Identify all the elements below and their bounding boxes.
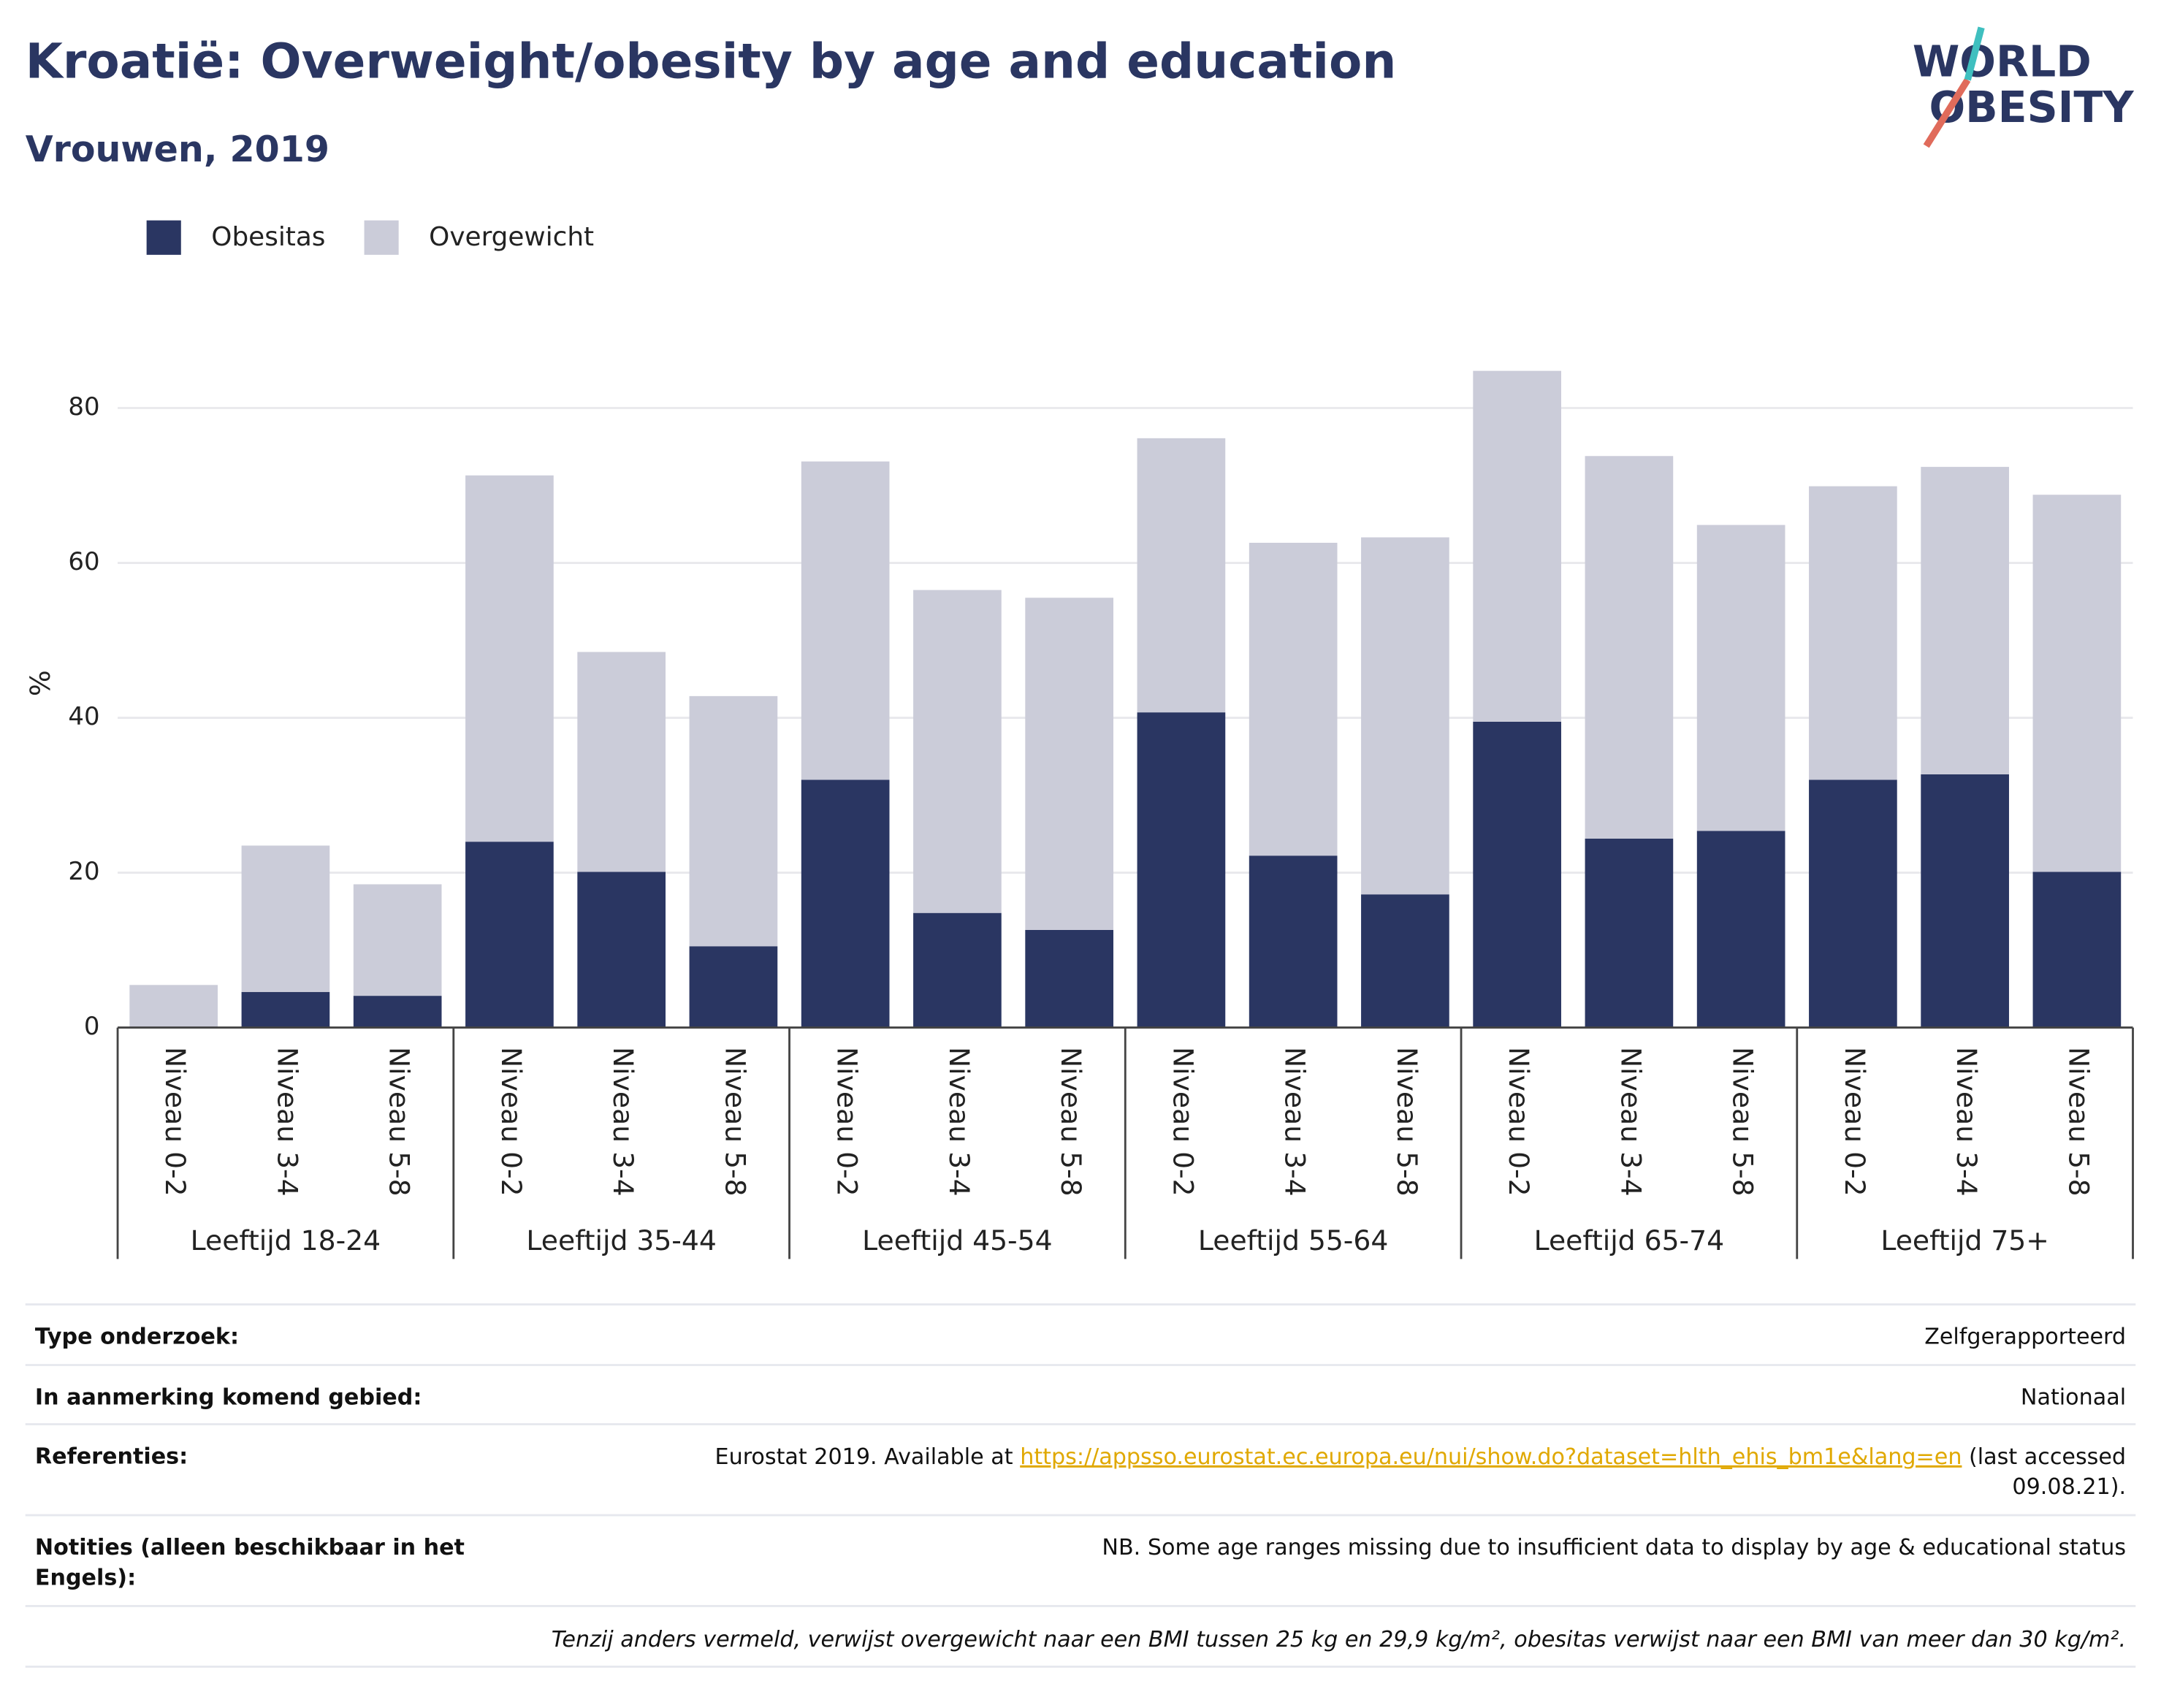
bar-segment <box>689 946 778 1028</box>
group-label: Leeftijd 18-24 <box>191 1224 381 1257</box>
y-tick-label: 60 <box>68 548 99 576</box>
y-tick-label: 20 <box>68 858 99 886</box>
x-tick-label: Niveau 5-8 <box>2062 1047 2095 1197</box>
bar-segment <box>2032 495 2122 872</box>
bar-segment <box>577 872 666 1028</box>
x-tick-label: Niveau 3-4 <box>607 1047 639 1197</box>
bar-segment <box>1473 370 1561 722</box>
logo-text: WORLD <box>1913 37 2092 87</box>
bar-segment <box>1473 721 1561 1028</box>
x-tick-label: Niveau 3-4 <box>1615 1047 1647 1197</box>
bar-segment <box>353 884 442 996</box>
row-label: Referenties: <box>35 1444 188 1469</box>
y-tick-label: 0 <box>84 1013 100 1041</box>
y-tick-label: 40 <box>68 703 99 731</box>
bar-segment <box>1696 831 1785 1028</box>
x-tick-label: Niveau 0-2 <box>1167 1047 1199 1197</box>
group-label: Leeftijd 65-74 <box>1534 1224 1724 1257</box>
bar-segment <box>801 461 890 780</box>
x-tick-label: Niveau 5-8 <box>719 1047 751 1197</box>
row-label: Engels): <box>35 1565 136 1590</box>
row-label: Type onderzoek: <box>35 1324 239 1349</box>
bar-segment <box>1696 525 1785 831</box>
footnote: Tenzij anders vermeld, verwijst overgewi… <box>552 1627 2126 1652</box>
x-tick-label: Niveau 3-4 <box>1951 1047 1983 1197</box>
bar-segment <box>801 779 890 1028</box>
bar-segment <box>1025 930 1113 1028</box>
x-tick-label: Niveau 0-2 <box>1503 1047 1535 1197</box>
bar-segment <box>1809 779 1897 1028</box>
x-tick-label: Niveau 3-4 <box>943 1047 975 1197</box>
chart-subtitle: Vrouwen, 2019 <box>26 128 329 170</box>
bar-segment <box>1585 838 1674 1028</box>
x-tick-label: Niveau 0-2 <box>495 1047 527 1197</box>
bar-segment <box>465 475 554 842</box>
legend-label: Overgewicht <box>429 222 594 252</box>
x-tick-label: Niveau 5-8 <box>1055 1047 1087 1197</box>
row-value: 09.08.21). <box>2012 1474 2126 1500</box>
row-value-part: (last accessed <box>1962 1444 2126 1469</box>
bar-segment <box>465 842 554 1028</box>
bar-segment <box>353 996 442 1028</box>
bar-segment <box>129 985 218 1028</box>
bar-segment <box>1249 542 1338 856</box>
bar-segment <box>1921 774 2009 1028</box>
x-tick-label: Niveau 0-2 <box>1839 1047 1871 1197</box>
x-tick-label: Niveau 0-2 <box>831 1047 864 1197</box>
bar-segment <box>241 991 330 1028</box>
bar-segment <box>1361 894 1449 1028</box>
bar-segment <box>2032 872 2122 1028</box>
bar-segment <box>1921 467 2009 774</box>
x-tick-label: Niveau 5-8 <box>1391 1047 1423 1197</box>
logo-slash <box>1923 77 1971 148</box>
legend-swatch <box>146 220 181 255</box>
y-axis-label: % <box>24 670 56 696</box>
legend-label: Obesitas <box>211 222 325 252</box>
group-label: Leeftijd 55-64 <box>1198 1224 1388 1257</box>
y-tick-label: 80 <box>68 393 99 422</box>
bar-segment <box>1249 855 1338 1028</box>
bar-segment <box>1361 537 1449 895</box>
row-value: NB. Some age ranges missing due to insuf… <box>1102 1535 2126 1560</box>
x-tick-label: Niveau 3-4 <box>271 1047 303 1197</box>
group-label: Leeftijd 75+ <box>1880 1224 2048 1257</box>
bar-segment <box>913 590 1002 913</box>
x-tick-label: Niveau 3-4 <box>1279 1047 1311 1197</box>
x-tick-label: Niveau 0-2 <box>159 1047 191 1197</box>
bar-segment <box>241 845 330 992</box>
row-value: Zelfgerapporteerd <box>1924 1324 2126 1349</box>
bar-segment <box>577 652 666 872</box>
row-value: Eurostat 2019. Available at https://apps… <box>715 1444 2127 1469</box>
row-value-part: Eurostat 2019. Available at <box>715 1444 1021 1469</box>
group-label: Leeftijd 35-44 <box>526 1224 716 1257</box>
row-label: Notities (alleen beschikbaar in het <box>35 1535 465 1560</box>
row-value: Nationaal <box>2021 1384 2126 1410</box>
x-tick-label: Niveau 5-8 <box>1727 1047 1759 1197</box>
legend-swatch <box>364 220 399 255</box>
bar-segment <box>1025 598 1113 931</box>
reference-link[interactable]: https://appsso.eurostat.ec.europa.eu/nui… <box>1020 1444 1962 1469</box>
row-label: In aanmerking komend gebied: <box>35 1384 422 1410</box>
group-label: Leeftijd 45-54 <box>862 1224 1052 1257</box>
bar-segment <box>689 695 778 947</box>
bar-segment <box>1137 712 1226 1028</box>
bar-segment <box>1137 438 1226 713</box>
bar-segment <box>913 912 1002 1028</box>
logo-slash <box>1964 26 1985 81</box>
bar-segment <box>1585 456 1674 839</box>
chart-title: Kroatië: Overweight/obesity by age and e… <box>26 34 1397 90</box>
x-tick-label: Niveau 5-8 <box>384 1047 416 1197</box>
bar-segment <box>1809 486 1897 780</box>
